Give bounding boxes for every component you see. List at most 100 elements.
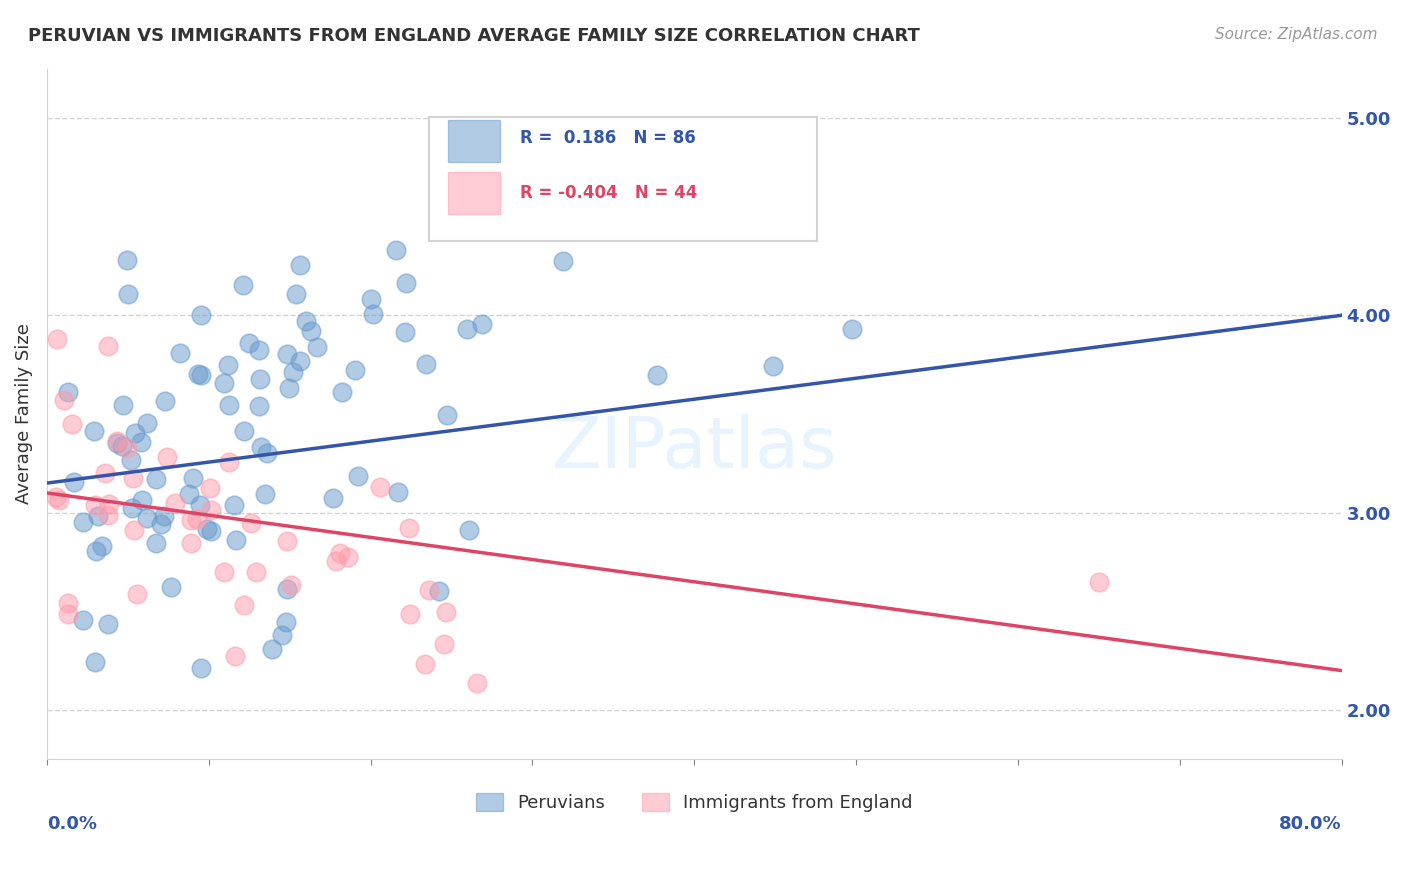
Point (187, 367, 209, 381)
Point (427, 584, 450, 599)
Point (274, 615, 297, 629)
Point (93, 466, 115, 480)
Point (218, 455, 240, 469)
Point (240, 516, 263, 531)
Point (180, 513, 202, 527)
Y-axis label: Average Family Size: Average Family Size (15, 324, 32, 504)
Point (232, 278, 254, 293)
Point (270, 627, 292, 641)
Point (217, 358, 239, 372)
Point (276, 534, 298, 549)
Point (456, 322, 478, 336)
Point (249, 371, 271, 385)
Point (329, 546, 352, 560)
Point (145, 536, 167, 550)
Point (305, 340, 328, 354)
Point (238, 335, 260, 350)
Point (131, 435, 153, 450)
Point (72, 614, 94, 628)
Point (225, 533, 247, 547)
Point (169, 346, 191, 360)
Point (224, 648, 246, 663)
Point (233, 424, 256, 438)
Point (86, 509, 108, 524)
Point (387, 484, 409, 499)
Point (360, 293, 382, 307)
Point (280, 578, 302, 592)
Point (186, 512, 208, 526)
Point (48, 492, 70, 507)
Point (115, 252, 138, 267)
Point (343, 362, 366, 376)
Point (153, 509, 176, 524)
Point (46, 332, 69, 346)
Point (56, 384, 79, 399)
Point (195, 522, 218, 536)
Legend: Peruvians, Immigrants from England: Peruvians, Immigrants from England (468, 786, 920, 820)
Point (551, 254, 574, 268)
Point (325, 554, 347, 568)
Point (111, 439, 134, 453)
Point (45, 490, 67, 504)
Point (436, 408, 458, 422)
Point (190, 368, 212, 383)
Point (83, 425, 105, 439)
Point (105, 434, 128, 448)
Point (645, 368, 668, 382)
Point (260, 641, 283, 656)
Point (1362, 101, 1385, 115)
FancyBboxPatch shape (449, 172, 501, 213)
Point (465, 676, 488, 690)
Point (117, 441, 139, 455)
Point (1088, 574, 1111, 589)
Point (111, 398, 134, 412)
Point (117, 287, 139, 301)
Point (188, 498, 211, 512)
Point (200, 524, 222, 538)
Point (63, 475, 86, 490)
Point (200, 482, 222, 496)
Point (276, 347, 298, 361)
Text: R =  0.186   N = 86: R = 0.186 N = 86 (520, 128, 696, 146)
Point (121, 501, 143, 516)
Point (418, 582, 440, 597)
Point (153, 393, 176, 408)
Point (394, 325, 416, 339)
Point (249, 343, 271, 358)
Point (245, 565, 267, 579)
Point (299, 324, 322, 338)
Point (181, 471, 204, 485)
Point (97, 617, 120, 632)
Point (180, 536, 202, 550)
Point (212, 565, 235, 579)
Point (214, 376, 236, 390)
Point (105, 435, 128, 450)
FancyBboxPatch shape (449, 120, 501, 161)
Point (97, 508, 120, 523)
Point (218, 398, 240, 412)
Point (254, 487, 277, 501)
Point (163, 496, 186, 510)
Point (285, 286, 308, 301)
FancyBboxPatch shape (429, 117, 817, 241)
Point (413, 657, 436, 671)
Point (127, 587, 149, 601)
Text: Source: ZipAtlas.com: Source: ZipAtlas.com (1215, 27, 1378, 42)
Point (395, 276, 418, 290)
Point (60, 417, 83, 431)
Text: R = -0.404   N = 44: R = -0.404 N = 44 (520, 184, 697, 202)
Point (368, 480, 391, 494)
Point (122, 471, 145, 485)
Point (288, 258, 311, 272)
Point (56, 607, 79, 622)
Point (222, 498, 245, 512)
Point (136, 416, 159, 430)
Point (347, 469, 370, 483)
Point (84, 499, 107, 513)
Point (434, 605, 457, 619)
Point (415, 357, 437, 371)
Point (322, 491, 344, 506)
Point (72, 516, 94, 530)
Point (249, 440, 271, 454)
Point (190, 661, 212, 675)
